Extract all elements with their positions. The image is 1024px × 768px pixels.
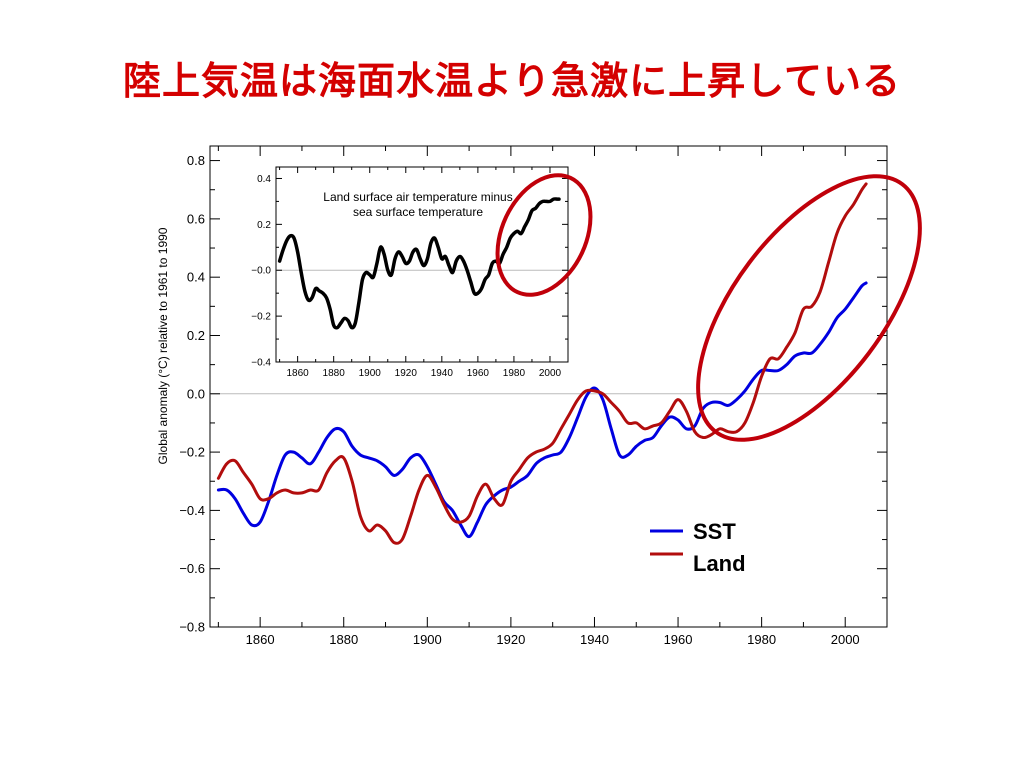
- legend-sst-label: SST: [693, 519, 736, 544]
- main-y-tick-label: −0.2: [179, 445, 205, 460]
- inset-plot-frame: [275, 166, 569, 363]
- main-y-tick-label: −0.8: [179, 620, 205, 635]
- inset-x-tick-label: 1920: [395, 368, 418, 379]
- inset-y-ticks: 0.4 0.2 −0.0 −0.2 −0.4: [251, 174, 568, 369]
- main-plot-frame: [209, 145, 888, 628]
- main-x-tick-label: 1860: [246, 632, 275, 647]
- main-y-tick-label: 0.4: [187, 270, 205, 285]
- inset-y-tick-label: −0.0: [251, 266, 271, 277]
- inset-x-tick-label: 1900: [359, 368, 382, 379]
- inset-axes-box: [275, 166, 569, 363]
- inset-x-tick-label: 1880: [323, 368, 346, 379]
- inset-x-tick-label: 1960: [467, 368, 490, 379]
- inset-x-tick-label: 1940: [431, 368, 454, 379]
- main-x-tick-label: 1880: [329, 632, 358, 647]
- main-x-tick-label: 1920: [496, 632, 525, 647]
- main-y-tick-label: 0.6: [187, 211, 205, 226]
- main-x-ticks: 1860 1880 1900 1920 1940 1960 1980 2000: [217, 146, 888, 647]
- main-y-tick-label: 0.0: [187, 386, 205, 401]
- main-x-tick-label: 2000: [831, 632, 860, 647]
- main-x-tick-label: 1980: [747, 632, 776, 647]
- main-y-ticks: 0.8 0.6 0.4 0.2 0.0 −0.2 −0.4 −0.6 −0.8: [179, 153, 887, 635]
- main-series-lines: [216, 182, 868, 545]
- series-line-land: [216, 182, 868, 545]
- inset-y-tick-label: 0.2: [257, 220, 271, 231]
- legend: SST Land: [650, 519, 746, 576]
- inset-x-tick-label: 1860: [287, 368, 310, 379]
- legend-land-label: Land: [693, 551, 746, 576]
- inset-y-tick-label: −0.4: [251, 358, 271, 369]
- main-y-tick-label: −0.6: [179, 561, 205, 576]
- inset-title-line-2: sea surface temperature: [353, 205, 483, 219]
- main-x-tick-label: 1940: [580, 632, 609, 647]
- inset-x-ticks: 1860 1880 1900 1920 1940 1960 1980 2000: [279, 167, 569, 379]
- inset-x-tick-label: 1980: [503, 368, 526, 379]
- series-line-sst: [216, 281, 868, 539]
- inset-y-tick-label: −0.2: [251, 312, 271, 323]
- inset-series-line: [277, 197, 561, 330]
- inset-y-tick-label: 0.4: [257, 174, 271, 185]
- inset-title-line-1: Land surface air temperature minus: [323, 190, 512, 204]
- main-y-tick-label: −0.4: [179, 503, 205, 518]
- inset-x-tick-label: 2000: [539, 368, 562, 379]
- main-y-tick-label: 0.2: [187, 328, 205, 343]
- main-axes-box: [209, 145, 888, 628]
- inset-series-line-difference: [277, 197, 561, 330]
- highlight-rings: [495, 173, 922, 442]
- main-highlight-ring: [696, 174, 922, 442]
- slide-title: 陸上気温は海面水温より急激に上昇している: [122, 59, 902, 103]
- inset-highlight-ring: [495, 173, 593, 297]
- main-x-tick-label: 1960: [664, 632, 693, 647]
- inset-chart: 0.40.2−0.0−0.2−0.4 1860 1880 1900 1920 1940 1…: [250, 158, 572, 379]
- main-x-tick-label: 1900: [413, 632, 442, 647]
- main-y-tick-label: 0.8: [187, 153, 205, 168]
- y-axis-label: Global anomaly (°C) relative to 1961 to …: [156, 227, 170, 464]
